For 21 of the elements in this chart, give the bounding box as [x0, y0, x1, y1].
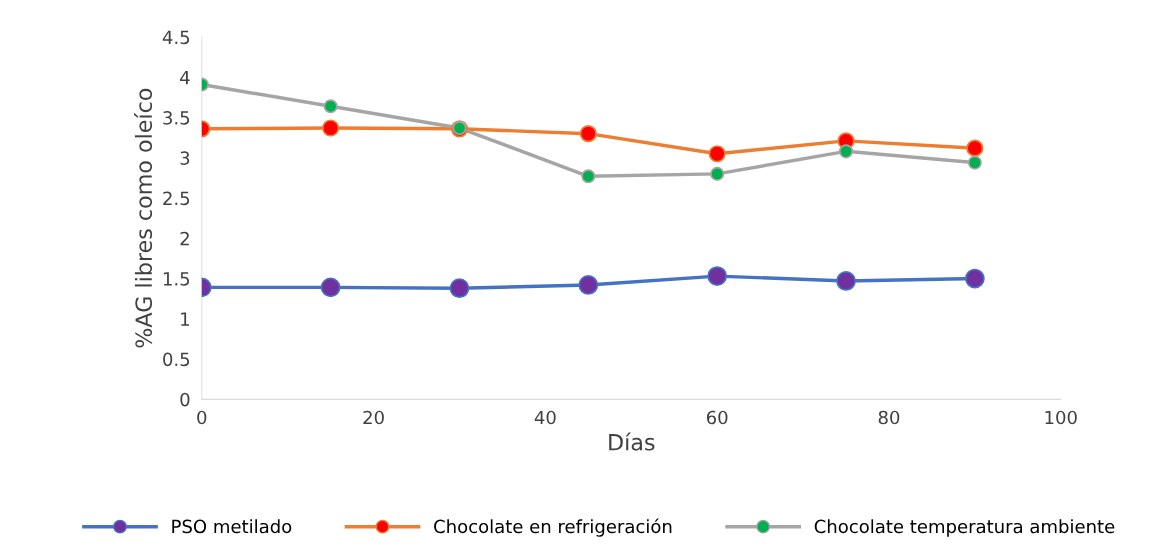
legend-label: Chocolate en refrigeración [434, 518, 672, 537]
y-axis-title: %AG libres como oleíco [134, 88, 153, 348]
y-tick-label: 2.5 [163, 191, 190, 206]
x-axis-title: Días [609, 432, 655, 451]
x-tick-label: 80 [878, 410, 900, 425]
y-tick-label: 3 [180, 151, 190, 165]
y-tick-label: 4.5 [162, 30, 190, 45]
y-tick-label: 0.5 [163, 352, 190, 367]
y-tick-label: 3.5 [163, 111, 190, 125]
y-tick-label: 1.5 [163, 272, 190, 286]
x-tick-label: 100 [1045, 410, 1077, 425]
y-tick-label: 1 [181, 312, 189, 326]
x-tick-label: 20 [363, 410, 384, 425]
y-tick-label: 0 [180, 392, 190, 407]
y-tick-label: 4 [180, 70, 190, 85]
legend-label: PSO metilado [172, 519, 292, 534]
x-tick-label: 0 [197, 410, 207, 425]
legend-label: Chocolate temperatura ambiente [814, 519, 1115, 537]
y-tick-label: 2 [180, 231, 189, 246]
x-tick-label: 60 [706, 410, 728, 425]
x-tick-label: 40 [534, 410, 556, 425]
